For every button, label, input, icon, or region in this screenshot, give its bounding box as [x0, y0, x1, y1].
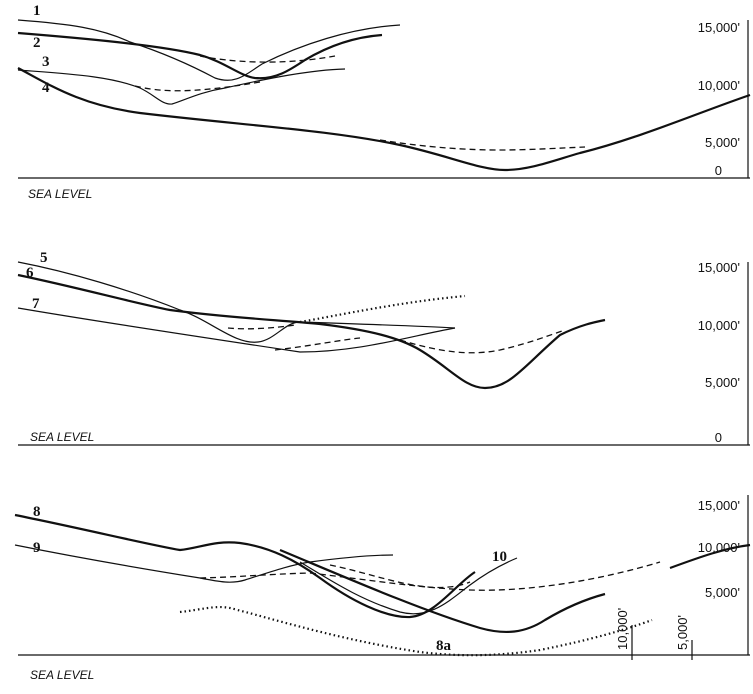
- profile: [274, 337, 361, 351]
- scale-label: 10,000': [698, 318, 740, 333]
- curve-label: 8a: [436, 638, 452, 654]
- profile: [14, 544, 394, 583]
- scale-label: 15,000': [698, 20, 740, 35]
- scale-label: 15,000': [698, 498, 740, 513]
- profile: [199, 561, 661, 591]
- profile: [17, 261, 456, 343]
- profile: [17, 67, 751, 172]
- profile: [669, 543, 751, 570]
- panel-1: 1 2 3 4 SEA LEVEL 15,000' 10,000' 5,000'…: [17, 3, 751, 201]
- sea-level-label: SEA LEVEL: [28, 187, 92, 201]
- profile: [14, 513, 476, 619]
- profile: [379, 139, 586, 151]
- sea-level-label: SEA LEVEL: [30, 430, 94, 444]
- curve-label: 5: [40, 250, 48, 266]
- profile: [134, 81, 261, 92]
- inset-scale-label: 5,000': [675, 615, 690, 650]
- profile: [227, 324, 296, 330]
- scale-label: 10,000': [698, 540, 740, 555]
- scale-label: 10,000': [698, 78, 740, 93]
- inset-scale-label: 10,000': [615, 608, 630, 650]
- profile: [17, 68, 346, 105]
- scale-label: 0: [715, 430, 722, 445]
- scale-label: 5,000': [705, 585, 740, 600]
- curve-label: 2: [33, 35, 41, 51]
- curve-label: 10: [492, 549, 507, 565]
- sea-level-label: SEA LEVEL: [30, 668, 94, 682]
- scale-label: 5,000': [705, 375, 740, 390]
- curve-label: 7: [32, 296, 40, 312]
- profile: [329, 564, 471, 589]
- curve-label: 8: [33, 504, 41, 520]
- profile: [299, 557, 518, 615]
- curve-label: 3: [42, 54, 50, 70]
- profile: [17, 19, 401, 81]
- curve-label: 9: [33, 540, 41, 556]
- curve-label: 6: [26, 265, 34, 281]
- profile: [17, 307, 456, 353]
- scale-label: 0: [715, 163, 722, 178]
- profile: [399, 329, 566, 354]
- panel-3: 8 9 10 8a SEA LEVEL 15,000' 10,000' 5,00…: [14, 495, 751, 682]
- curve-label: 4: [42, 80, 50, 96]
- profile: [299, 294, 466, 324]
- curve-label: 1: [33, 3, 41, 19]
- profile: [199, 55, 336, 63]
- profile: [17, 31, 383, 80]
- panel-2: 5 6 7 SEA LEVEL 15,000' 10,000' 5,000' 0: [17, 250, 750, 446]
- profile: [279, 548, 606, 634]
- scale-label: 5,000': [705, 135, 740, 150]
- scale-label: 15,000': [698, 260, 740, 275]
- profile: [17, 273, 606, 390]
